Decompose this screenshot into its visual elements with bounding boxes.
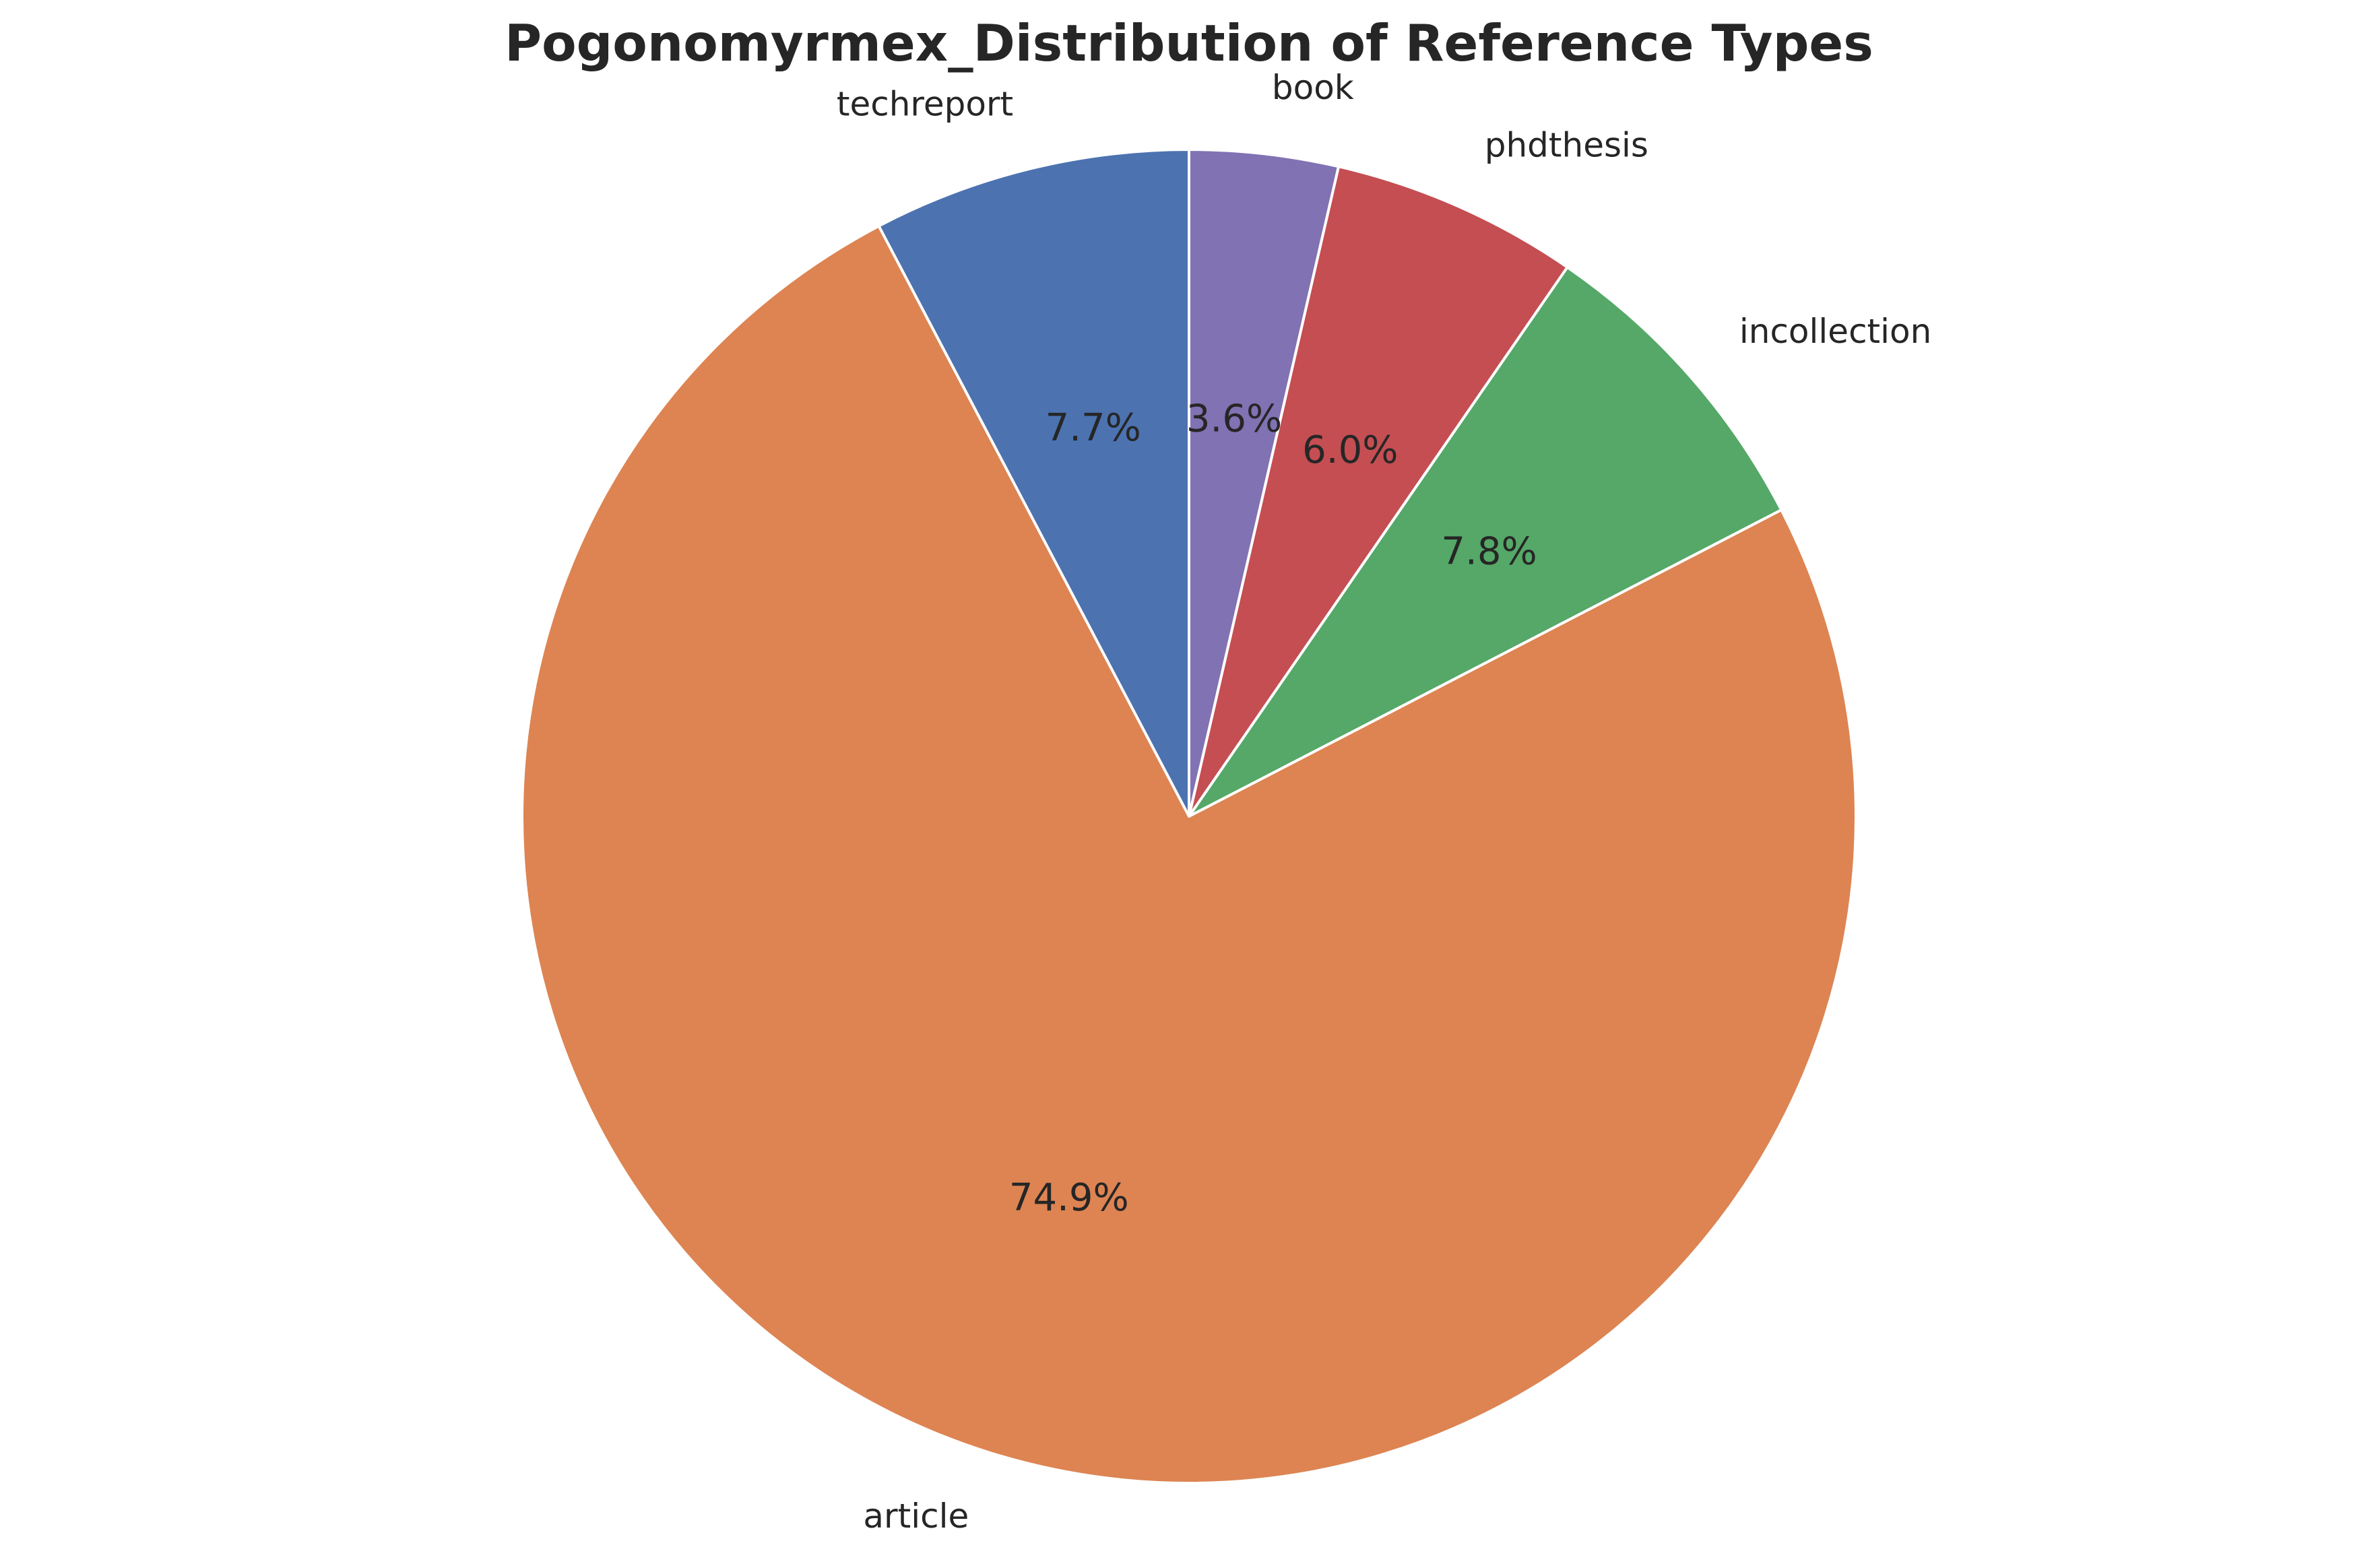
pie-slice-incollection: [1188, 265, 1783, 818]
pie-category-label-incollection: incollection: [1739, 312, 1931, 351]
pie-slice-phdthesis: [1188, 165, 1569, 818]
pie-wedges: [521, 148, 1858, 1484]
pie-category-label-techreport: techreport: [837, 85, 1013, 124]
pie-labels: 7.7% techreport 74.9% article 7.8% incollecti…: [837, 68, 1931, 1536]
pie-category-label-book: book: [1272, 68, 1354, 107]
pie-category-label-article: article: [863, 1497, 969, 1536]
chart-title: Pogonomyrmex_Distribution of Reference T…: [505, 13, 1873, 73]
pie-value-label-techreport: 7.7%: [1046, 406, 1141, 450]
pie-value-label-incollection: 7.8%: [1441, 530, 1537, 574]
pie-value-label-book: 3.6%: [1186, 397, 1282, 440]
pie-slice-techreport: [877, 148, 1190, 818]
pie-value-label-article: 74.9%: [1009, 1176, 1129, 1220]
pie-slice-article: [521, 224, 1858, 1484]
pie-slice-book: [1188, 148, 1341, 818]
pie-category-label-phdthesis: phdthesis: [1485, 125, 1648, 164]
pie-value-label-phdthesis: 6.0%: [1302, 428, 1398, 472]
